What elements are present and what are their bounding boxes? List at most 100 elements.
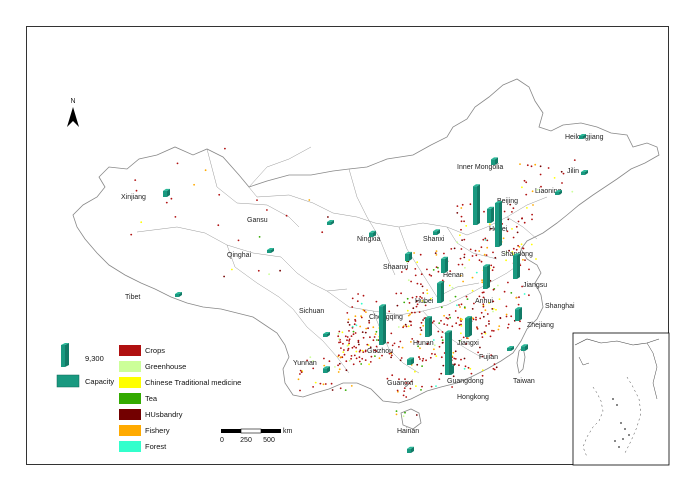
facility-point: [483, 253, 486, 256]
facility-point: [459, 234, 461, 237]
region-label-jiangxi: Jiangxi: [457, 340, 479, 347]
facility-point: [480, 332, 483, 335]
facility-point: [338, 362, 341, 365]
facility-point: [474, 249, 477, 252]
facility-point: [480, 311, 483, 314]
facility-point: [425, 359, 427, 362]
facility-point: [223, 275, 226, 278]
facility-point: [414, 370, 416, 373]
facility-point: [340, 356, 342, 358]
region-label-shanxi: Shanxi: [423, 236, 445, 243]
facility-point: [422, 324, 425, 327]
facility-point: [353, 354, 356, 357]
facility-point: [218, 193, 221, 196]
region-label-tibet: Tibet: [125, 294, 140, 301]
capacity-bar-taiwan: [507, 346, 514, 351]
facility-point: [520, 243, 523, 246]
facility-point: [372, 326, 375, 329]
facility-point: [409, 313, 411, 316]
facility-point: [400, 271, 403, 273]
facility-point: [135, 189, 138, 192]
facility-point: [434, 252, 437, 255]
facility-point: [492, 251, 494, 254]
facility-point: [404, 411, 406, 414]
facility-point: [463, 367, 466, 370]
facility-point: [471, 308, 474, 310]
facility-point: [387, 341, 389, 344]
region-label-hunan: Hunan: [413, 340, 434, 347]
region-label-sichuan: Sichuan: [299, 308, 324, 315]
facility-point: [460, 303, 463, 306]
capacity-bar-qinghai: [267, 248, 274, 253]
facility-point: [405, 325, 408, 328]
facility-point: [518, 245, 521, 248]
facility-point: [437, 270, 440, 273]
facility-point: [396, 304, 399, 307]
legend-label-4: HUsbandry: [145, 410, 183, 419]
facility-point: [466, 337, 468, 339]
facility-point: [460, 325, 463, 327]
facility-point: [421, 300, 424, 302]
region-label-taiwan: Taiwan: [513, 378, 535, 385]
facility-point: [339, 387, 342, 390]
facility-point: [364, 359, 367, 361]
facility-point: [507, 326, 509, 329]
facility-point: [485, 325, 487, 327]
facility-point: [505, 259, 507, 262]
facility-point: [368, 363, 370, 366]
facility-point: [407, 325, 410, 328]
facility-point: [458, 304, 460, 306]
facility-point: [130, 233, 133, 236]
legend-label-5: Fishery: [145, 426, 170, 435]
facility-point: [489, 335, 492, 338]
facility-point: [391, 374, 394, 377]
facility-point: [482, 291, 485, 294]
facility-point: [459, 306, 461, 308]
facility-point: [475, 254, 478, 257]
facility-point: [355, 350, 358, 353]
facility-points: [130, 147, 576, 418]
facility-point: [469, 367, 472, 370]
facility-point: [433, 344, 436, 347]
facility-point: [535, 258, 537, 260]
facility-point: [481, 281, 484, 284]
north-label: N: [70, 98, 75, 105]
facility-point: [494, 256, 497, 259]
facility-point: [450, 248, 453, 250]
facility-point: [459, 274, 462, 277]
facility-point: [525, 193, 528, 196]
region-label-guangdong: Guangdong: [447, 378, 484, 385]
facility-point: [486, 246, 489, 249]
facility-point: [486, 313, 489, 315]
facility-point: [174, 216, 177, 218]
facility-point: [523, 293, 526, 295]
facility-point: [339, 341, 342, 343]
facility-point: [417, 340, 420, 343]
facility-point: [490, 227, 492, 230]
facility-point: [492, 308, 495, 310]
facility-point: [405, 396, 408, 398]
facility-point: [402, 394, 405, 397]
facility-point: [471, 276, 474, 279]
facility-point: [358, 360, 361, 363]
legend-swatch-5: [119, 425, 141, 436]
facility-point: [464, 365, 467, 368]
facility-point: [442, 364, 445, 367]
facility-point: [423, 317, 426, 320]
capacity-bar-shandong: [513, 253, 520, 279]
facility-point: [460, 358, 462, 361]
facility-point: [372, 339, 375, 342]
region-label-shanghai: Shanghai: [545, 303, 575, 310]
facility-point: [510, 292, 513, 294]
facility-point: [553, 177, 556, 179]
facility-point: [488, 323, 490, 325]
facility-point: [347, 343, 350, 346]
north-arrow-icon: [67, 107, 79, 127]
facility-point: [395, 292, 398, 295]
facility-point: [459, 257, 462, 260]
capacity-bar-guangdong: [445, 330, 452, 375]
facility-point: [321, 231, 324, 234]
facility-point: [319, 382, 322, 385]
facility-point: [526, 164, 529, 167]
facility-point: [438, 378, 441, 380]
